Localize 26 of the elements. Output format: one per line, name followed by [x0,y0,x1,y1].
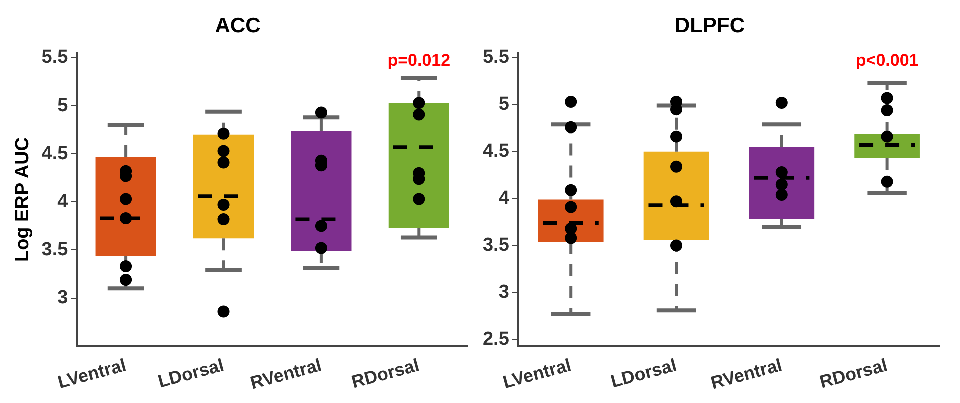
chart-title: DLPFC [675,14,745,38]
y-tick-label: 3.5 [42,239,69,260]
y-tick-label: 5.5 [482,47,510,68]
x-tick-label: LVentral [56,355,128,392]
x-tick-label: LVentral [500,355,574,392]
y-tick-label: 2.5 [482,328,510,350]
x-tick-label: RDorsal [818,355,890,392]
annotation: p<0.001 [856,50,919,70]
x-tick-label: RDorsal [350,355,422,392]
y-tick-label: 3 [498,282,510,304]
y-tick-label: 4.5 [482,141,510,162]
x-tick-label: LDorsal [156,355,226,392]
annotation: p=0.012 [388,50,451,70]
y-axis-title: Log ERP AUC [12,137,34,262]
y-tick-label: 3.5 [482,235,510,256]
y-tick-label: 5 [498,94,510,116]
y-tick-label: 5 [58,95,69,116]
y-tick-label: 4 [498,188,510,210]
y-tick-label: 3 [58,288,68,308]
y-tick-label: 4.5 [42,143,69,164]
x-tick-label: RVentral [708,355,784,394]
chart-title: ACC [215,14,261,38]
y-tick-label: 4 [58,191,69,212]
x-tick-label: LDorsal [608,355,679,392]
x-tick-label: RVentral [248,355,324,394]
y-tick-label: 5.5 [42,47,69,68]
